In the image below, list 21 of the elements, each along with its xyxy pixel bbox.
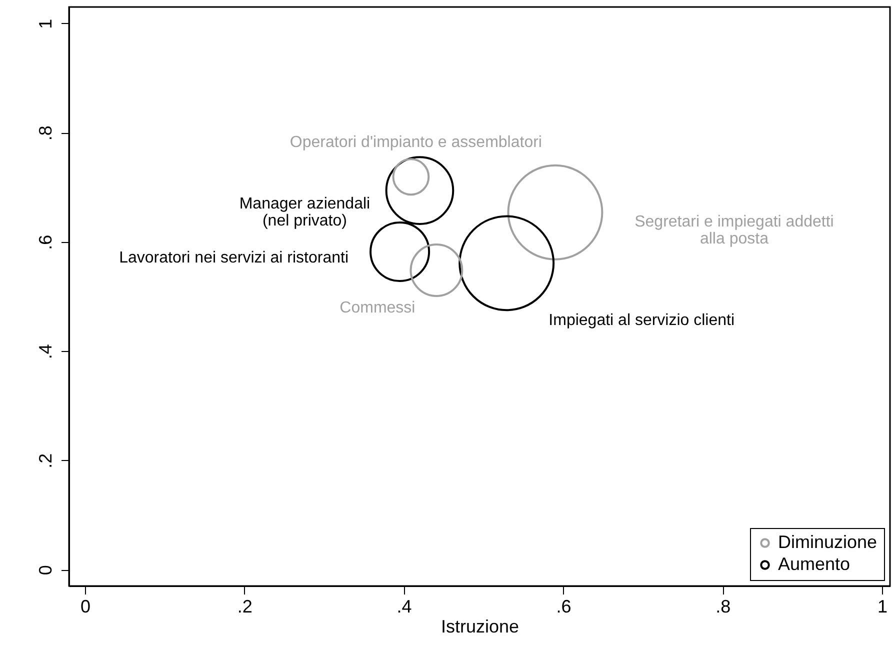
- annotation: Segretari e impiegati addetti alla posta: [634, 213, 834, 248]
- y-tick-label: .8: [36, 126, 56, 141]
- annotation: Operatori d'impianto e assemblatori: [290, 134, 542, 151]
- y-tick-label: 1: [36, 18, 56, 29]
- y-tick-label: .2: [36, 453, 56, 468]
- x-tick-label: .6: [556, 596, 572, 616]
- x-axis-title: Istruzione: [440, 616, 520, 636]
- annotation: Manager aziendali (nel privato): [239, 196, 370, 230]
- y-tick-label: .4: [36, 344, 56, 360]
- annotation: Commessi: [340, 299, 416, 316]
- x-tick-label: 0: [80, 596, 90, 616]
- annotation: Lavoratori nei servizi ai ristoranti: [119, 250, 348, 267]
- x-tick-label: .4: [396, 596, 412, 616]
- annotation: Impiegati al servizio clienti: [548, 312, 735, 330]
- y-tick-label: 0: [36, 565, 56, 576]
- x-tick-label: .2: [237, 596, 252, 616]
- y-tick-label: .6: [36, 234, 56, 250]
- x-tick-label: 1: [878, 596, 888, 616]
- legend-label: Diminuzione: [778, 532, 878, 552]
- x-tick-label: .8: [716, 596, 731, 616]
- legend-label: Aumento: [778, 554, 850, 574]
